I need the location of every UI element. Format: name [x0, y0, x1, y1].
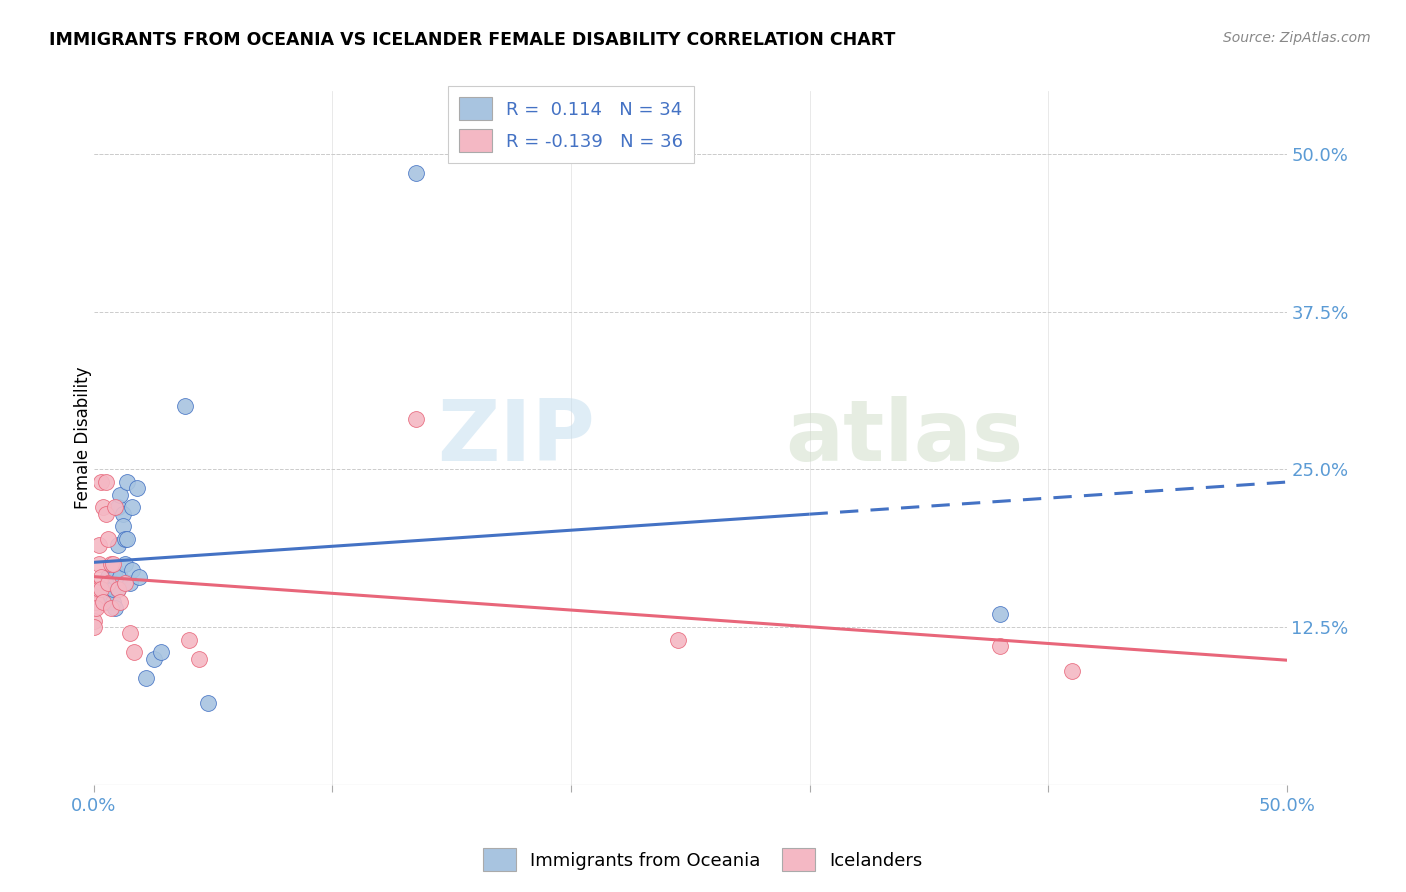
- Point: [118, 576, 141, 591]
- Point: [94, 507, 117, 521]
- Point: [93, 500, 115, 515]
- Point: [100, 557, 122, 571]
- Point: [104, 500, 127, 515]
- Point: [117, 532, 139, 546]
- Point: [83, 614, 105, 628]
- Point: [142, 651, 165, 665]
- Point: [135, 671, 157, 685]
- Point: [108, 569, 131, 583]
- Point: [83, 582, 105, 597]
- Point: [86, 601, 108, 615]
- Point: [97, 576, 120, 591]
- Point: [97, 582, 120, 597]
- Point: [87, 582, 110, 597]
- Point: [86, 582, 108, 597]
- Point: [107, 500, 129, 515]
- Point: [108, 595, 131, 609]
- Point: [1060, 665, 1083, 679]
- Point: [114, 532, 136, 546]
- Point: [197, 696, 219, 710]
- Point: [666, 632, 689, 647]
- Point: [90, 569, 112, 583]
- Point: [128, 569, 150, 583]
- Point: [111, 519, 134, 533]
- Text: atlas: atlas: [786, 396, 1024, 479]
- Point: [86, 595, 108, 609]
- Point: [83, 620, 105, 634]
- Point: [83, 589, 105, 603]
- Text: ZIP: ZIP: [437, 396, 595, 479]
- Point: [87, 557, 110, 571]
- Point: [101, 557, 124, 571]
- Point: [97, 569, 120, 583]
- Legend: Immigrants from Oceania, Icelanders: Immigrants from Oceania, Icelanders: [477, 841, 929, 879]
- Point: [100, 589, 122, 603]
- Point: [107, 582, 129, 597]
- Point: [988, 639, 1011, 653]
- Point: [107, 582, 129, 597]
- Point: [104, 569, 127, 583]
- Point: [93, 595, 115, 609]
- Point: [988, 607, 1011, 622]
- Point: [125, 481, 148, 495]
- Point: [118, 626, 141, 640]
- Text: IMMIGRANTS FROM OCEANIA VS ICELANDER FEMALE DISABILITY CORRELATION CHART: IMMIGRANTS FROM OCEANIA VS ICELANDER FEM…: [49, 31, 896, 49]
- Point: [87, 538, 110, 552]
- Point: [117, 475, 139, 489]
- Point: [114, 576, 136, 591]
- Point: [107, 538, 129, 552]
- Y-axis label: Female Disability: Female Disability: [75, 367, 91, 509]
- Point: [187, 651, 209, 665]
- Point: [83, 601, 105, 615]
- Point: [149, 645, 172, 659]
- Point: [173, 400, 195, 414]
- Legend: R =  0.114   N = 34, R = -0.139   N = 36: R = 0.114 N = 34, R = -0.139 N = 36: [449, 87, 693, 163]
- Point: [124, 645, 146, 659]
- Point: [179, 632, 201, 647]
- Point: [405, 166, 427, 180]
- Point: [121, 500, 143, 515]
- Point: [405, 412, 427, 426]
- Point: [100, 576, 122, 591]
- Point: [108, 488, 131, 502]
- Point: [104, 563, 127, 577]
- Point: [97, 532, 120, 546]
- Point: [121, 563, 143, 577]
- Point: [100, 601, 122, 615]
- Point: [94, 475, 117, 489]
- Point: [83, 595, 105, 609]
- Point: [100, 576, 122, 591]
- Point: [101, 582, 124, 597]
- Point: [90, 475, 112, 489]
- Point: [101, 595, 124, 609]
- Text: Source: ZipAtlas.com: Source: ZipAtlas.com: [1223, 31, 1371, 45]
- Point: [97, 595, 120, 609]
- Point: [90, 582, 112, 597]
- Point: [104, 601, 127, 615]
- Point: [111, 507, 134, 521]
- Point: [114, 557, 136, 571]
